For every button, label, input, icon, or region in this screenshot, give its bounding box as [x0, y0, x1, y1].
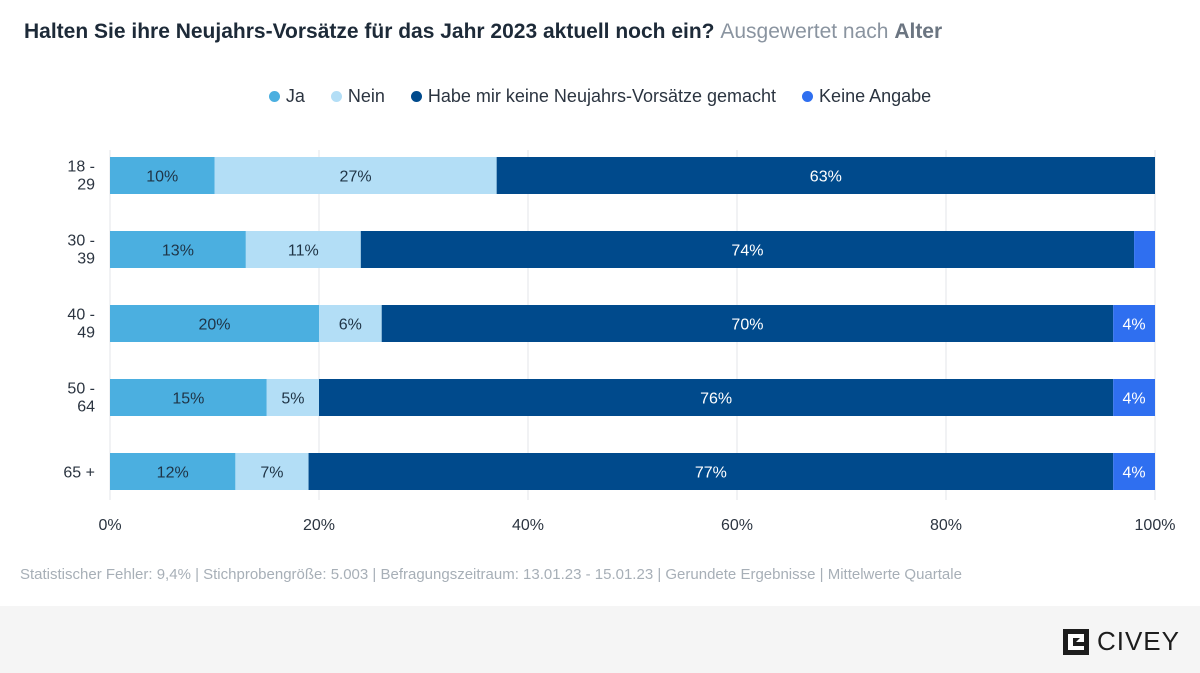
bar-data-label: 4%: [1123, 317, 1146, 334]
bar-segment: [245, 231, 361, 268]
category-label-line: 18 -: [67, 159, 95, 176]
bar-segment: [1134, 231, 1155, 268]
bar-segment: [110, 453, 236, 490]
category-label-line: 50 -: [67, 381, 95, 398]
bar-data-label: 12%: [157, 465, 189, 482]
title-subtitle: Ausgewertet nach Alter: [720, 20, 942, 43]
x-tick-label: 60%: [721, 517, 753, 534]
x-tick-label: 40%: [512, 517, 544, 534]
bar-segment: [110, 305, 319, 342]
x-tick-label: 0%: [98, 517, 121, 534]
category-label: 18 -29: [67, 159, 95, 194]
legend-label-keine-angabe: Keine Angabe: [819, 86, 932, 106]
bar-segment: [381, 305, 1114, 342]
bar-data-label: 4%: [1123, 465, 1146, 482]
bar-segment: [496, 157, 1155, 194]
bar-data-label: 77%: [695, 465, 727, 482]
legend-label-nein: Nein: [347, 86, 385, 106]
bar-segment: [1113, 379, 1155, 416]
category-label-line: 39: [77, 251, 95, 268]
legend-item-keine-angabe[interactable]: Keine Angabe: [802, 86, 931, 107]
bar-segment: [110, 379, 267, 416]
bar-data-label: 76%: [700, 391, 732, 408]
bar-data-label: 20%: [198, 317, 230, 334]
bar-segment: [319, 379, 1114, 416]
category-label-line: 29: [77, 177, 95, 194]
bar-segment: [266, 379, 319, 416]
bar-data-label: 15%: [172, 391, 204, 408]
category-label: 65 +: [63, 465, 95, 482]
bar-segment: [235, 453, 309, 490]
category-label: 40 -49: [67, 307, 95, 342]
title-sub-prefix: Ausgewertet nach: [720, 20, 889, 43]
chart-legend: Ja Nein Habe mir keine Neujahrs-Vorsätze…: [0, 86, 1200, 107]
civey-logo-text: CIVEY: [1096, 626, 1180, 656]
legend-label-keine-vorsaetze: Habe mir keine Neujahrs-Vorsätze gemacht: [427, 86, 777, 106]
title-main: Halten Sie ihre Neujahrs-Vorsätze für da…: [24, 20, 715, 43]
legend-item-ja[interactable]: Ja: [268, 86, 305, 107]
bar-segment: [319, 305, 382, 342]
bar-data-label: 11%: [288, 243, 319, 260]
bar-data-label: 6%: [339, 317, 362, 334]
bar-data-label: 70%: [731, 317, 763, 334]
bar-data-label: 13%: [162, 243, 194, 260]
bar-segment: [110, 231, 246, 268]
legend-dot-nein: [330, 91, 342, 102]
x-tick-label: 100%: [1135, 517, 1176, 534]
bar-data-label: 5%: [281, 391, 304, 408]
bar-segment: [110, 157, 215, 194]
civey-logo-icon: [1062, 628, 1089, 655]
category-label: 50 -64: [67, 381, 95, 416]
bar-segment: [360, 231, 1135, 268]
x-tick-label: 80%: [930, 517, 962, 534]
category-label-line: 64: [77, 399, 95, 416]
stacked-bar-chart: 0% 20% 40% 60% 80% 100% 18 -29 10% 27% 63% 30 -39 1…: [63, 150, 1176, 534]
bar-segment: [308, 453, 1114, 490]
category-label-line: 40 -: [67, 307, 95, 324]
chart-title: Halten Sie ihre Neujahrs-Vorsätze für da…: [24, 20, 942, 44]
legend-item-nein[interactable]: Nein: [330, 86, 385, 107]
legend-dot-keine-vorsaetze: [410, 91, 422, 102]
category-label-line: 49: [77, 325, 95, 342]
bar-segment: [1113, 453, 1155, 490]
footer-note: Statistischer Fehler: 9,4% | Stichproben…: [20, 566, 962, 583]
x-tick-label: 20%: [303, 517, 335, 534]
bar-data-label: 10%: [146, 169, 178, 186]
bar-data-label: 74%: [731, 243, 763, 260]
bar-data-label: 63%: [810, 169, 842, 186]
legend-label-ja: Ja: [285, 86, 305, 106]
civey-logo[interactable]: CIVEY: [1062, 626, 1180, 657]
bar-data-label: 4%: [1123, 391, 1146, 408]
legend-dot-ja: [268, 91, 280, 102]
bar-data-label: 27%: [340, 169, 372, 186]
category-label: 30 -39: [67, 233, 95, 268]
bar-segment: [1113, 305, 1155, 342]
title-sub-bold: Alter: [894, 20, 943, 43]
legend-item-keine-vorsaetze[interactable]: Habe mir keine Neujahrs-Vorsätze gemacht: [410, 86, 777, 107]
bar-data-label: 7%: [260, 465, 283, 482]
legend-dot-keine-angabe: [802, 91, 814, 102]
footer-bar: CIVEY: [0, 606, 1200, 673]
bar-segment: [214, 157, 497, 194]
category-label-line: 30 -: [67, 233, 95, 250]
